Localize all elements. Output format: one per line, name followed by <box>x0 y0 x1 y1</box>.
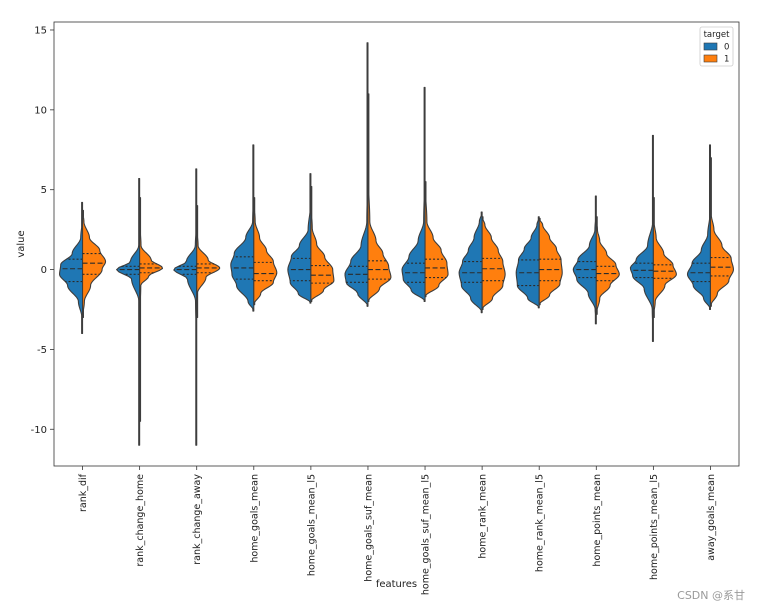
violin-half-1-home_goals_mean <box>253 197 278 306</box>
legend-label-0: 0 <box>724 43 729 53</box>
violin-half-1-rank_change_away <box>196 205 221 319</box>
violin-half-0-rank_change_away <box>173 168 198 446</box>
x-axis-label: features <box>376 579 417 590</box>
violin-half-1-rank_change_home <box>139 197 163 422</box>
violin-half-1-rank_dif <box>81 209 107 319</box>
violin-half-1-home_points_mean <box>595 216 620 315</box>
violin-half-0-home_goals_mean <box>230 144 255 312</box>
y-tick-label: 0 <box>41 265 47 276</box>
violin-half-0-home_rank_mean <box>458 211 483 314</box>
violin-half-1-home_points_mean_l5 <box>652 197 677 319</box>
x-tick-label: home_goals_mean <box>249 474 260 563</box>
plot-area <box>53 21 740 467</box>
x-tick-label: away_goals_mean <box>706 474 717 561</box>
violin-half-0-home_points_mean_l5 <box>629 134 654 342</box>
x-tick-label: home_points_mean_l5 <box>649 474 660 580</box>
y-tick-label: 15 <box>34 25 47 36</box>
legend-swatch-0 <box>703 42 718 51</box>
legend-title: target <box>704 30 731 40</box>
violin-half-0-home_goals_suf_mean <box>344 42 369 307</box>
x-tick-label: rank_change_away <box>192 474 203 565</box>
x-tick-label: home_rank_mean <box>478 474 489 559</box>
x-tick-label: home_points_mean <box>592 474 603 567</box>
y-axis-label: value <box>16 230 27 257</box>
legend-label-1: 1 <box>724 55 729 65</box>
legend-swatch-1 <box>703 54 718 63</box>
x-tick-label: home_goals_mean_l5 <box>306 474 317 576</box>
violin-half-0-home_goals_mean_l5 <box>287 173 312 304</box>
violin-half-0-away_goals_mean <box>686 144 712 311</box>
y-tick-label: 5 <box>41 185 47 196</box>
x-tick-label: rank_dif <box>78 473 89 512</box>
violin-half-1-home_goals_suf_mean <box>367 93 392 303</box>
violin-half-1-home_rank_mean_l5 <box>538 217 563 306</box>
violin-half-1-away_goals_mean <box>709 157 734 307</box>
violin-half-0-home_goals_suf_mean_l5 <box>401 86 426 303</box>
y-tick-label: -5 <box>37 345 47 356</box>
violin-half-0-rank_dif <box>59 201 84 334</box>
violin-half-1-home_goals_mean_l5 <box>310 185 335 303</box>
violin-half-0-rank_change_home <box>116 177 141 446</box>
x-tick-label: rank_change_home <box>135 474 146 567</box>
y-tick-label: -10 <box>31 425 47 436</box>
violin-half-0-home_points_mean <box>572 195 597 325</box>
watermark: CSDN @系甘 <box>677 589 745 602</box>
x-tick-label: home_goals_suf_mean_l5 <box>421 474 432 595</box>
x-tick-label: home_rank_mean_l5 <box>535 474 546 572</box>
y-tick-label: 10 <box>34 105 47 116</box>
x-tick-label: home_goals_suf_mean <box>363 474 374 582</box>
violin-half-1-home_rank_mean <box>481 216 506 311</box>
